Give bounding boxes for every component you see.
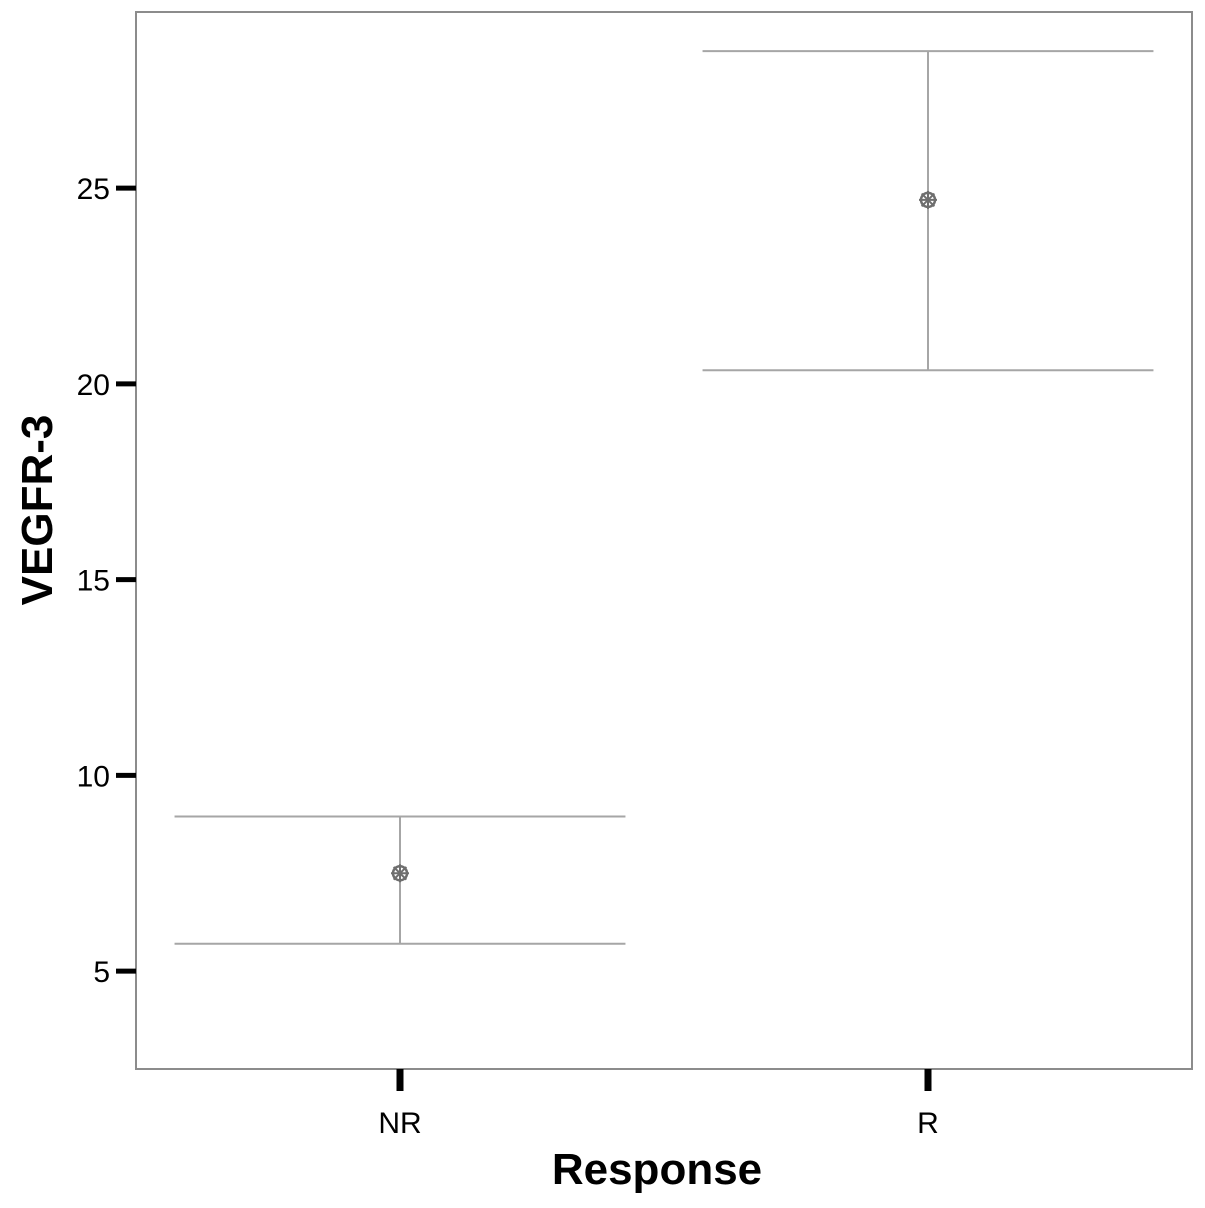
- y-tick-label: 25: [77, 173, 110, 206]
- error-bars: [174, 50, 1154, 945]
- plot-panel: [135, 11, 1193, 1070]
- y-tick-label: 10: [77, 760, 110, 793]
- asterisk-circle-icon: [391, 864, 409, 883]
- y-tick-label: 5: [93, 956, 110, 989]
- x-axis-title: Response: [552, 1145, 762, 1194]
- y-tick-label: 20: [77, 369, 110, 402]
- y-axis: 5 10 15 20 25: [77, 173, 136, 989]
- x-axis: NR R: [378, 1069, 939, 1140]
- x-tick-label: NR: [378, 1107, 421, 1140]
- asterisk-circle-icon: [919, 190, 937, 209]
- point-marker-spoke: [920, 192, 936, 207]
- point-marker-spoke: [392, 866, 408, 881]
- y-tick-label: 15: [77, 565, 110, 598]
- y-axis-title: VEGFR-3: [13, 415, 62, 606]
- x-tick-label: R: [917, 1107, 939, 1140]
